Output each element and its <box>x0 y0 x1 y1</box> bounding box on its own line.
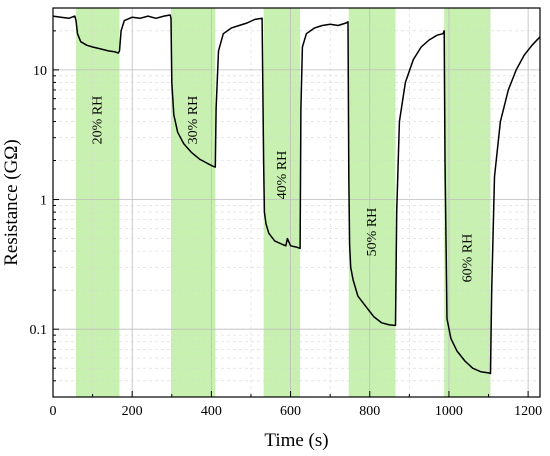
x-tick-label: 200 <box>122 404 143 419</box>
x-axis-title: Time (s) <box>264 430 328 451</box>
band-label: 40% RH <box>275 151 290 200</box>
resistance-line <box>52 14 541 375</box>
tick-labels: 0 200 400 600 800 1000 1200 0.1 1 10 <box>30 64 543 419</box>
humidity-band <box>75 8 120 397</box>
band-label: 50% RH <box>365 208 380 257</box>
y-tick-label: 10 <box>33 64 47 79</box>
x-tick-label: 1200 <box>514 404 542 419</box>
humidity-band <box>348 8 396 397</box>
y-axis-title: Resistance (GΩ) <box>1 139 22 266</box>
x-tick-label: 600 <box>280 404 301 419</box>
humidity-bands <box>75 8 491 397</box>
plot-frame <box>52 7 541 398</box>
x-tick-label: 1000 <box>435 404 463 419</box>
x-tick-label: 800 <box>359 404 380 419</box>
y-tick-label: 1 <box>40 194 47 209</box>
x-tick-label: 0 <box>50 404 57 419</box>
y-tick-label: 0.1 <box>30 323 48 338</box>
band-label: 30% RH <box>186 96 201 145</box>
ticks <box>52 30 529 397</box>
series-layer <box>52 14 541 375</box>
x-tick-label: 400 <box>201 404 222 419</box>
band-labels: 20% RH 30% RH 40% RH 50% RH 60% RH <box>91 96 476 283</box>
humidity-band <box>170 8 216 397</box>
band-label: 60% RH <box>460 234 475 283</box>
humidity-band <box>263 8 301 397</box>
humidity-band <box>444 8 491 397</box>
band-label: 20% RH <box>91 96 106 145</box>
